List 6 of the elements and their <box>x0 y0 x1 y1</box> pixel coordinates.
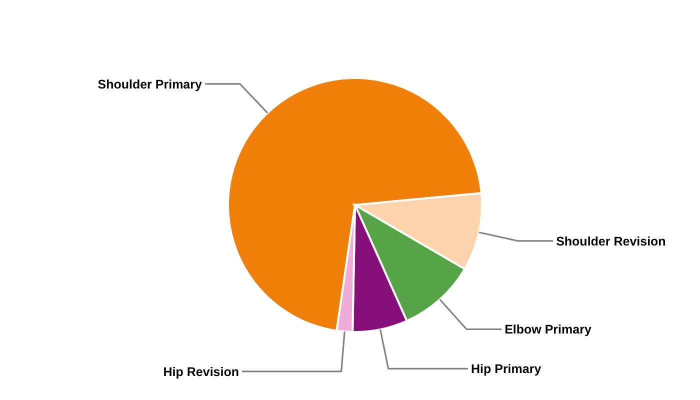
slice-label: Hip Revision <box>163 364 239 379</box>
slice-label: Elbow Primary <box>504 322 592 337</box>
slice-label: Shoulder Revision <box>556 234 666 248</box>
pie-slice <box>227 77 482 332</box>
slice-label: Shoulder Primary <box>98 77 202 92</box>
slice-label: Hip Primary <box>471 362 542 376</box>
